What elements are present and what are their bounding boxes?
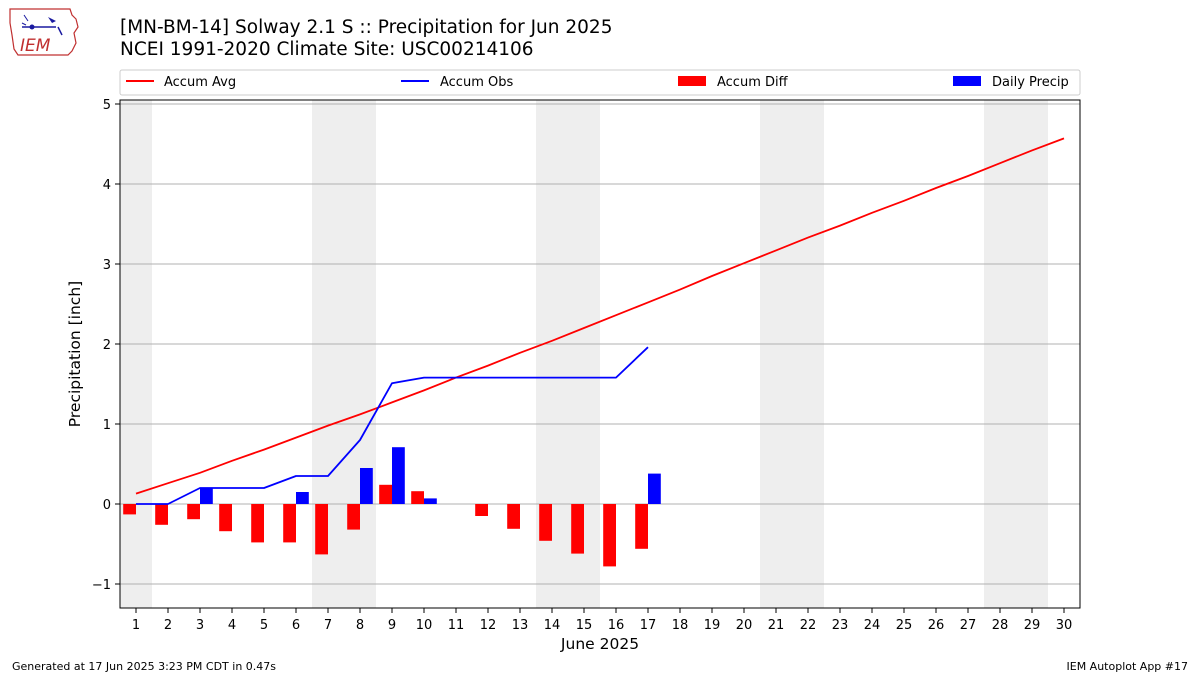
x-tick-label: 25	[896, 618, 913, 633]
x-axis-label: June 2025	[560, 635, 639, 653]
x-tick-label: 6	[292, 618, 300, 633]
app-credit: IEM Autoplot App #17	[1066, 660, 1189, 673]
legend-swatch-accum-diff	[678, 76, 706, 86]
legend-label-accum-obs: Accum Obs	[440, 75, 513, 90]
daily-precip-bar	[392, 447, 405, 504]
x-tick-label: 21	[768, 618, 785, 633]
legend-label-accum-avg: Accum Avg	[164, 75, 236, 90]
accum-diff-bar	[219, 504, 232, 532]
weekend-band	[760, 100, 824, 608]
accum-diff-bar	[603, 504, 616, 567]
accum-diff-bar	[635, 504, 648, 549]
x-tick-label: 5	[260, 618, 268, 633]
x-tick-label: 11	[448, 618, 465, 633]
x-tick-label: 23	[832, 618, 849, 633]
accum-diff-bar	[411, 491, 424, 504]
accum-diff-bar	[155, 504, 168, 525]
x-tick-label: 24	[864, 618, 881, 633]
accum-diff-bar	[379, 484, 392, 504]
x-tick-label: 15	[576, 618, 593, 633]
x-tick-label: 29	[1024, 618, 1041, 633]
accum-diff-bar	[283, 504, 296, 543]
accum-diff-bar	[123, 504, 136, 515]
logo-text: IEM	[20, 36, 51, 56]
accum-avg-line	[135, 137, 1065, 495]
y-tick-label: −1	[92, 578, 111, 593]
daily-precip-bar	[200, 488, 213, 504]
x-tick-label: 14	[544, 618, 561, 633]
y-tick-label: 2	[103, 338, 111, 353]
x-tick-label: 13	[512, 618, 529, 633]
legend: Accum Avg Accum Obs Accum Diff Daily Pre…	[119, 69, 1081, 96]
accum-diff-bar	[539, 504, 552, 541]
accum-diff-bar	[507, 504, 520, 529]
series-lines	[135, 137, 1065, 505]
y-tick-label: 1	[103, 418, 111, 433]
x-tick-label: 20	[736, 618, 753, 633]
x-tick-label: 2	[164, 618, 172, 633]
x-tick-label: 4	[228, 618, 236, 633]
accum-diff-bar	[187, 504, 200, 520]
accum-diff-bar	[347, 504, 360, 530]
y-tick-label: 4	[103, 178, 111, 193]
x-tick-label: 17	[640, 618, 657, 633]
accum-diff-bar	[475, 504, 488, 516]
generated-timestamp: Generated at 17 Jun 2025 3:23 PM CDT in …	[12, 660, 277, 673]
x-tick-label: 10	[416, 618, 433, 633]
legend-frame	[119, 69, 1081, 96]
weekend-band	[984, 100, 1048, 608]
daily-precip-bar	[360, 468, 373, 504]
x-tick-label: 16	[608, 618, 625, 633]
x-tick-label: 1	[132, 618, 140, 633]
x-tick-label: 22	[800, 618, 817, 633]
legend-swatch-daily-precip	[953, 76, 981, 86]
x-tick-label: 19	[704, 618, 721, 633]
x-tick-label: 27	[960, 618, 977, 633]
y-tick-label: 0	[103, 498, 111, 513]
daily-precip-bar	[424, 498, 437, 504]
y-tick-label: 5	[103, 98, 111, 113]
chart-title: [MN-BM-14] Solway 2.1 S :: Precipitation…	[120, 17, 613, 38]
accum-diff-bar	[571, 504, 584, 554]
legend-label-daily-precip: Daily Precip	[992, 75, 1069, 90]
x-tick-label: 28	[992, 618, 1009, 633]
daily-precip-bar	[296, 492, 309, 504]
legend-label-accum-diff: Accum Diff	[717, 75, 789, 90]
grid-lines	[120, 103, 1080, 585]
x-tick-label: 12	[480, 618, 497, 633]
iowa-map-logo-icon: IEM	[9, 8, 79, 56]
x-tick-label: 7	[324, 618, 332, 633]
accum-obs-line	[136, 346, 649, 505]
iem-logo: IEM	[8, 5, 82, 59]
daily-precip-bar	[648, 473, 661, 504]
y-tick-label: 3	[103, 258, 111, 273]
accum-diff-bar	[251, 504, 264, 543]
plot-frame	[119, 99, 1081, 609]
accum-diff-bar	[315, 504, 328, 555]
x-tick-label: 3	[196, 618, 204, 633]
x-tick-label: 18	[672, 618, 689, 633]
x-tick-label: 30	[1056, 618, 1073, 633]
x-tick-label: 8	[356, 618, 364, 633]
y-axis-label: Precipitation [inch]	[66, 281, 84, 427]
bars	[123, 447, 661, 567]
x-tick-label: 26	[928, 618, 945, 633]
x-tick-label: 9	[388, 618, 396, 633]
weekend-band	[120, 100, 152, 608]
chart-subtitle: NCEI 1991-2020 Climate Site: USC00214106	[120, 39, 534, 60]
